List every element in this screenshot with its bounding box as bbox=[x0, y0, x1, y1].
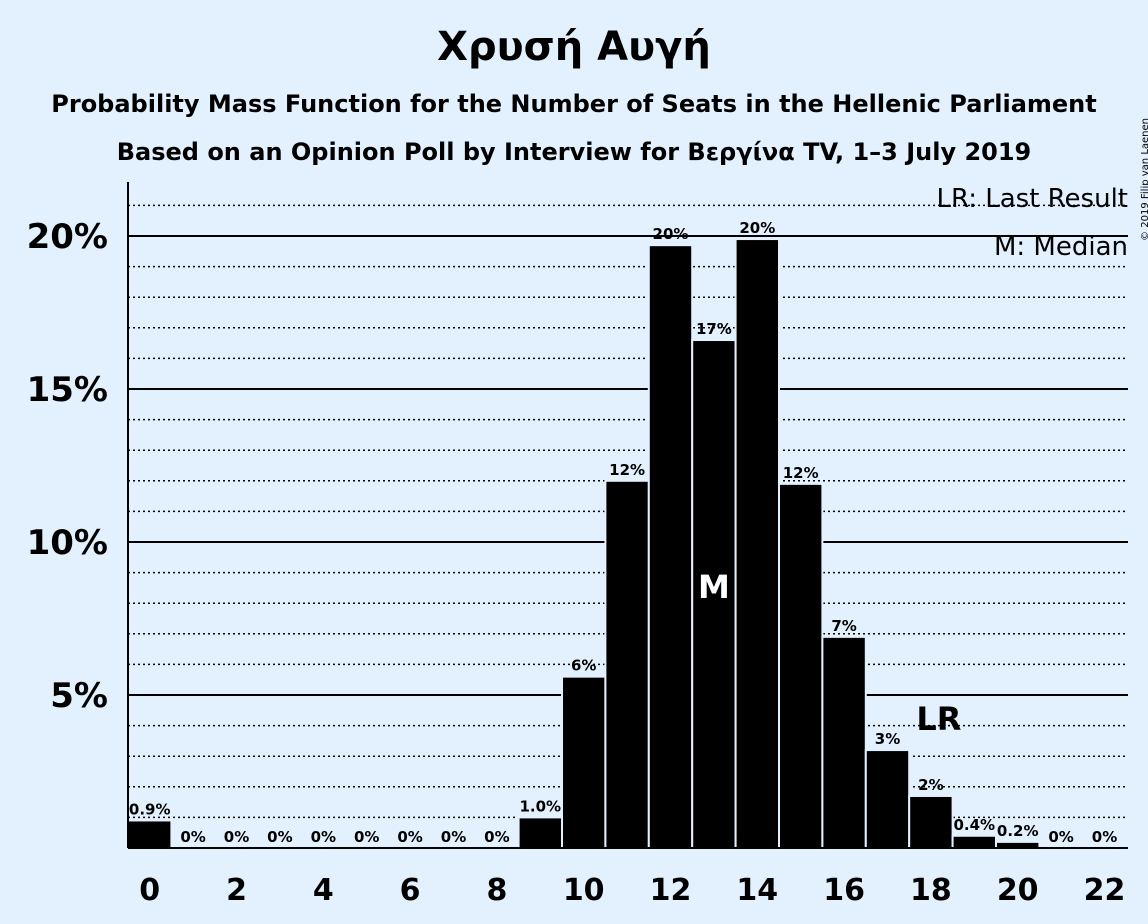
bar-label-seat-13: 17% bbox=[696, 320, 732, 338]
x-tick-label: 22 bbox=[1084, 873, 1126, 908]
bar-label-seat-12: 20% bbox=[653, 225, 689, 243]
bar-seat-0 bbox=[127, 819, 173, 850]
bar-label-seat-11: 12% bbox=[609, 461, 645, 479]
bar-label-seat-9: 1.0% bbox=[519, 797, 561, 815]
chart-source-line: Based on an Opinion Poll by Interview fo… bbox=[116, 138, 1032, 166]
x-tick-label: 10 bbox=[563, 873, 605, 908]
bar-label-seat-17: 3% bbox=[875, 730, 900, 748]
x-tick-label: 8 bbox=[486, 873, 507, 908]
bar-label-seat-6: 0% bbox=[397, 828, 422, 846]
x-tick-label: 0 bbox=[139, 873, 160, 908]
y-tick-label: 10% bbox=[27, 523, 108, 563]
x-tick-label: 20 bbox=[997, 873, 1039, 908]
x-tick-label: 18 bbox=[910, 873, 952, 908]
y-tick-label: 15% bbox=[27, 370, 108, 410]
bar-label-seat-0: 0.9% bbox=[129, 800, 171, 818]
last-result-marker: LR bbox=[916, 700, 961, 738]
x-tick-label: 6 bbox=[400, 873, 421, 908]
bar-label-seat-3: 0% bbox=[267, 828, 292, 846]
bar-label-seat-2: 0% bbox=[224, 828, 249, 846]
bar-seat-17 bbox=[864, 749, 911, 850]
bar-label-seat-7: 0% bbox=[441, 828, 466, 846]
bar-label-seat-15: 12% bbox=[783, 464, 819, 482]
bars bbox=[127, 238, 1041, 850]
legend-last-result: LR: Last Result bbox=[936, 184, 1128, 214]
x-tick-label: 4 bbox=[313, 873, 334, 908]
chart-title: Χρυσή Αυγή bbox=[437, 24, 711, 70]
bar-label-seat-20: 0.2% bbox=[997, 822, 1039, 840]
x-tick-label: 2 bbox=[226, 873, 247, 908]
x-tick-label: 14 bbox=[736, 873, 778, 908]
bar-labels: 0.9% 0% 0% 0% 0% 0% 0% 0% 0% 1.0% 6% 12% 20% 17% 20% 12… bbox=[129, 219, 1117, 846]
chart-subtitle: Probability Mass Function for the Number… bbox=[51, 90, 1097, 118]
legend-median: M: Median bbox=[993, 232, 1128, 262]
bar-label-seat-5: 0% bbox=[354, 828, 379, 846]
bar-label-seat-4: 0% bbox=[311, 828, 336, 846]
x-tick-label: 12 bbox=[650, 873, 692, 908]
bar-label-seat-10: 6% bbox=[571, 657, 596, 675]
bar-seat-16 bbox=[821, 635, 867, 849]
bar-label-seat-16: 7% bbox=[831, 617, 856, 635]
bar-label-seat-8: 0% bbox=[484, 828, 509, 846]
bar-seat-9 bbox=[517, 816, 563, 850]
bar-seat-12 bbox=[647, 244, 694, 849]
bar-label-seat-22: 0% bbox=[1092, 828, 1117, 846]
bar-label-seat-14: 20% bbox=[739, 219, 775, 237]
bar-seat-15 bbox=[778, 482, 824, 849]
bar-label-seat-19: 0.4% bbox=[953, 816, 995, 834]
x-tick-label: 16 bbox=[823, 873, 865, 908]
bar-seat-14 bbox=[734, 238, 780, 849]
bar-seat-10 bbox=[561, 675, 607, 850]
bar-label-seat-18: 2% bbox=[918, 776, 943, 794]
median-marker: M bbox=[698, 568, 730, 606]
y-tick-label: 5% bbox=[50, 676, 108, 716]
bar-seat-19 bbox=[951, 834, 997, 850]
markers: M LR bbox=[698, 568, 961, 738]
bar-label-seat-21: 0% bbox=[1048, 828, 1073, 846]
y-tick-label: 20% bbox=[27, 217, 108, 257]
bar-label-seat-1: 0% bbox=[180, 828, 205, 846]
bar-seat-11 bbox=[604, 479, 650, 849]
axes: 5% 10% 15% 20% 0 2 4 6 8 10 12 14 16 18 20 22 bbox=[27, 182, 1128, 908]
bar-seat-18 bbox=[908, 794, 954, 849]
